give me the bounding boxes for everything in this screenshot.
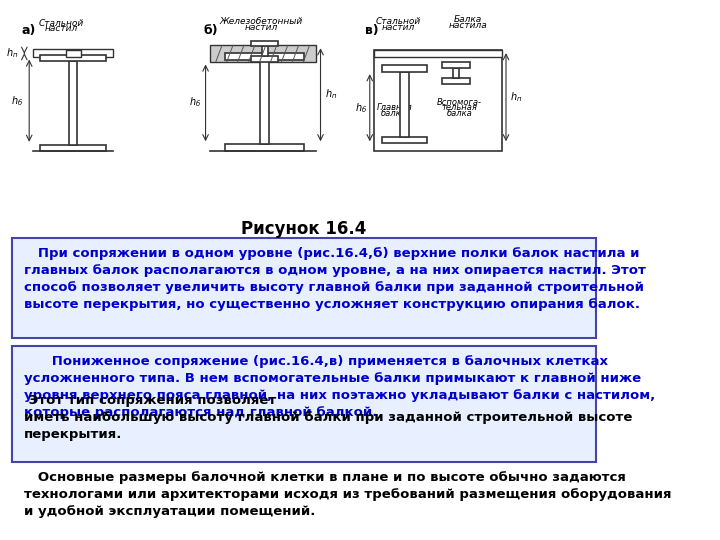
Bar [443,62,470,68]
Bar [382,137,427,143]
Text: Стальной: Стальной [38,19,84,28]
Bar [400,72,409,137]
Text: $h_п$: $h_п$ [325,87,338,102]
Bar [33,49,112,57]
Text: б): б) [204,24,218,37]
Text: настила: настила [449,21,487,30]
Text: Главная: Главная [377,104,412,112]
Text: в): в) [365,24,379,37]
Bar [210,45,316,62]
Bar [251,56,278,62]
FancyBboxPatch shape [12,346,596,462]
Text: Пониженное сопряжение (рис.16.4,в) применяется в балочных клетках
усложненного т: Пониженное сопряжение (рис.16.4,в) приме… [24,355,656,420]
Text: Балка: Балка [454,15,482,24]
Text: Железобетонный: Железобетонный [220,17,303,26]
Bar [225,144,304,151]
Text: настил: настил [44,24,78,33]
Bar [382,65,427,72]
Text: а): а) [22,24,36,37]
Bar [261,46,268,56]
Bar [251,41,278,46]
Bar [225,53,304,60]
Bar [374,50,502,57]
FancyBboxPatch shape [12,238,596,338]
Bar [66,50,81,57]
Text: балка: балка [446,109,472,118]
Bar [443,78,470,84]
Text: Основные размеры балочной клетки в плане и по высоте обычно задаются
технологами: Основные размеры балочной клетки в плане… [24,471,672,518]
Text: настил: настил [245,23,278,32]
Text: тельная: тельная [441,104,477,112]
Text: настил: настил [382,23,415,32]
Bar [374,50,502,151]
Bar [68,61,77,145]
Text: балка: балка [381,109,407,118]
Bar [40,55,107,61]
Text: Рисунок 16.4: Рисунок 16.4 [241,220,366,239]
Text: Этот тип сопряжения позволяет
иметь наибольшую высоту главной балки при заданной: Этот тип сопряжения позволяет иметь наиб… [24,394,633,441]
Text: $h_п$: $h_п$ [510,90,522,104]
Text: $h_б$: $h_б$ [11,94,23,108]
Text: $h_б$: $h_б$ [189,96,201,110]
Text: При сопряжении в одном уровне (рис.16.4,б) верхние полки балок настила и
главных: При сопряжении в одном уровне (рис.16.4,… [24,247,647,312]
Text: $h_п$: $h_п$ [6,46,18,60]
Bar [260,60,269,144]
Bar [40,145,107,151]
Text: $h_б$: $h_б$ [354,101,366,115]
Text: Вспомога-: Вспомога- [436,98,482,107]
Text: Стальной: Стальной [376,17,421,26]
Bar [453,68,459,78]
